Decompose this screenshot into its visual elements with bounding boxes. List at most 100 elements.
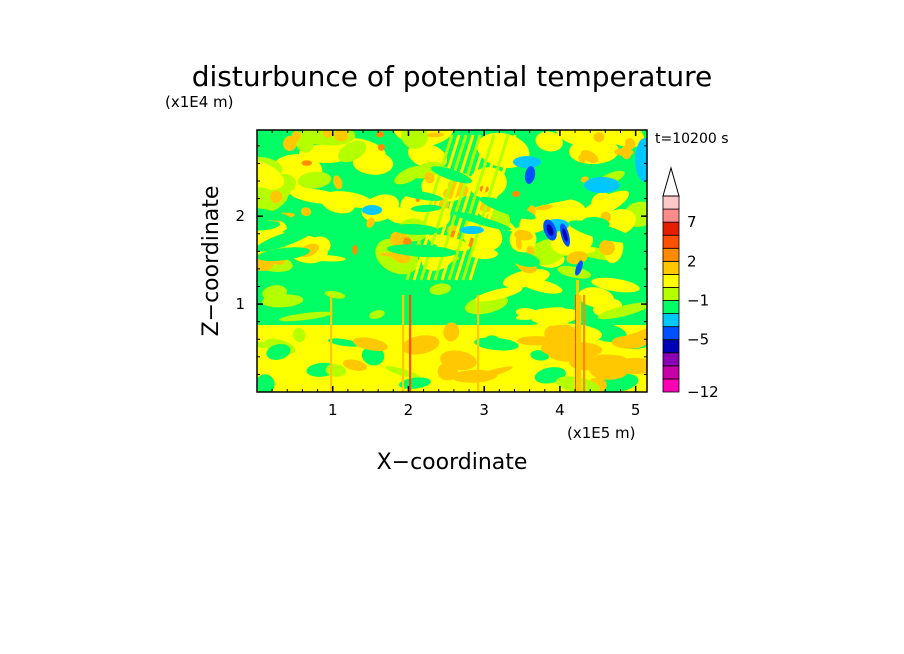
contour-blob xyxy=(352,244,358,255)
colorbar-swatch xyxy=(662,339,680,354)
colorbar-swatch xyxy=(662,221,680,236)
contour-blob xyxy=(519,277,563,294)
contour-blob xyxy=(535,131,563,152)
contour-blob xyxy=(546,333,579,344)
contour-blob xyxy=(352,151,394,175)
contour-blob xyxy=(300,207,312,217)
colorbar-swatch xyxy=(662,287,680,301)
chart-title: disturbunce of potential temperature xyxy=(192,60,713,93)
contour-blob xyxy=(411,161,443,179)
contour-blob xyxy=(352,337,389,351)
contour-blob xyxy=(297,171,332,189)
contour-blob xyxy=(581,217,610,230)
contour-blob xyxy=(362,205,382,215)
contour-blob xyxy=(470,366,513,381)
contour-blob xyxy=(266,343,291,360)
colorbar-swatch xyxy=(662,352,680,367)
contour-blob xyxy=(578,287,615,308)
contour-blob xyxy=(591,277,640,293)
colorbar-swatch xyxy=(662,313,680,328)
contour-blob xyxy=(257,247,310,261)
contour-blob xyxy=(337,140,367,163)
contour-blob xyxy=(431,166,473,184)
contour-blob xyxy=(257,206,291,221)
colorbar: −12−5−127 xyxy=(662,166,719,401)
y-unit-label: (x1E4 m) xyxy=(165,93,234,111)
x-tick-label: 2 xyxy=(404,401,414,419)
colorbar-extend-arrow xyxy=(662,166,680,197)
contour-blob xyxy=(635,138,647,182)
contour-blob xyxy=(257,227,314,252)
wave-streak xyxy=(454,134,503,281)
contour-blob xyxy=(599,239,615,256)
x-tick-label: 4 xyxy=(555,401,565,419)
contour-blob xyxy=(611,335,647,349)
contour-blob xyxy=(410,204,442,212)
colorbar-label: −12 xyxy=(687,383,719,401)
colorbar-swatch xyxy=(662,273,680,288)
contour-blob xyxy=(327,338,360,347)
contour-blob xyxy=(484,335,500,346)
y-axis-label: Z−coordinate xyxy=(199,186,224,337)
contour-blob xyxy=(257,257,274,271)
colorbar-label: 2 xyxy=(687,252,697,270)
contour-blob xyxy=(401,335,440,355)
contour-blob xyxy=(261,294,304,308)
contour-blob xyxy=(257,159,285,190)
contour-blob xyxy=(546,224,554,236)
contour-blob xyxy=(386,244,457,258)
y-axis: 12 xyxy=(235,145,647,375)
contour-blob xyxy=(377,143,386,151)
x-tick-label: 3 xyxy=(479,401,489,419)
contour-blob xyxy=(376,131,385,138)
contour-blob xyxy=(515,236,522,250)
convective-streak xyxy=(330,295,333,392)
contour-blob xyxy=(535,204,553,211)
plot-frame xyxy=(256,129,648,393)
contour-blob xyxy=(513,156,541,168)
contour-blob xyxy=(391,224,438,235)
colorbar-swatch xyxy=(662,260,680,275)
contour-blob xyxy=(369,310,385,319)
time-label: t=10200 s xyxy=(655,131,729,147)
contour-blob xyxy=(597,302,647,320)
contour-blob xyxy=(524,166,536,184)
contour-blob xyxy=(557,265,592,279)
contour-blob xyxy=(531,312,576,324)
contour-blob xyxy=(278,311,333,322)
contour-blob xyxy=(543,181,591,198)
x-axis-label: X−coordinate xyxy=(377,450,528,475)
contour-blob xyxy=(429,283,451,295)
x-tick-label: 5 xyxy=(631,401,641,419)
convective-streak xyxy=(477,295,480,392)
contour-blob xyxy=(443,322,460,342)
convective-streak xyxy=(579,295,582,392)
contour-blob xyxy=(301,160,313,166)
contour-blob xyxy=(282,218,331,233)
colorbar-swatch xyxy=(662,234,680,249)
contour-blob xyxy=(269,190,283,204)
x-axis: 1 2 3 4 5 xyxy=(271,130,641,419)
colorbar-swatch xyxy=(662,300,680,314)
x-unit-label: (x1E5 m) xyxy=(567,424,636,442)
colorbar-label: −5 xyxy=(687,331,709,349)
contour-blob xyxy=(291,130,301,142)
contour-blob xyxy=(562,228,568,242)
contour-blob xyxy=(426,132,445,138)
convective-streak xyxy=(583,295,586,392)
contour-blob xyxy=(593,132,605,143)
contour-blob xyxy=(575,260,583,276)
contour-blob xyxy=(475,286,523,302)
contour-blob xyxy=(398,377,431,389)
wave-streak xyxy=(461,134,510,281)
contour-blob xyxy=(460,226,484,234)
contour-blob xyxy=(584,354,628,372)
contour-blob xyxy=(568,220,633,243)
contour-blob xyxy=(618,357,647,375)
colorbar-swatch xyxy=(662,378,680,393)
contour-blob xyxy=(580,150,599,164)
colorbar-swatch xyxy=(662,365,680,380)
contour-blob xyxy=(403,237,412,247)
contour-blob xyxy=(379,252,399,257)
